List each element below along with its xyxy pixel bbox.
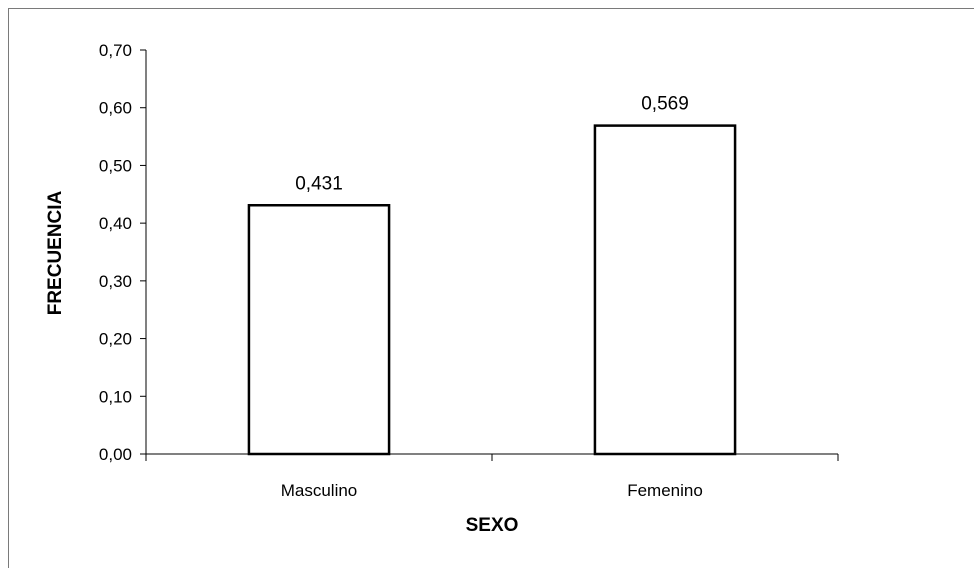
x-axis-title: SEXO xyxy=(466,515,519,536)
y-tick-label: 0,00 xyxy=(99,445,132,464)
bar-femenino xyxy=(593,124,737,456)
y-axis: 0,00 0,10 0,20 0,30 0,40 0,50 0,60 0,70 xyxy=(99,41,147,464)
data-label-masculino: 0,431 xyxy=(295,173,343,194)
y-tick-label: 0,40 xyxy=(99,214,132,233)
chart-frame xyxy=(8,8,974,568)
y-tick-label: 0,70 xyxy=(99,41,132,60)
bars xyxy=(247,124,737,456)
x-axis: Masculino Femenino xyxy=(145,453,839,500)
y-axis-title: FRECUENCIA xyxy=(45,190,66,315)
y-tick-label: 0,10 xyxy=(99,387,132,406)
y-tick-label: 0,30 xyxy=(99,272,132,291)
y-tick-label: 0,50 xyxy=(99,156,132,175)
y-tick-label: 0,20 xyxy=(99,330,132,349)
data-labels: 0,431 0,569 xyxy=(295,94,689,195)
category-label-femenino: Femenino xyxy=(627,481,703,500)
y-tick-label: 0,60 xyxy=(99,99,132,118)
data-label-femenino: 0,569 xyxy=(641,94,689,115)
category-label-masculino: Masculino xyxy=(281,481,358,500)
bar-masculino xyxy=(247,204,391,456)
